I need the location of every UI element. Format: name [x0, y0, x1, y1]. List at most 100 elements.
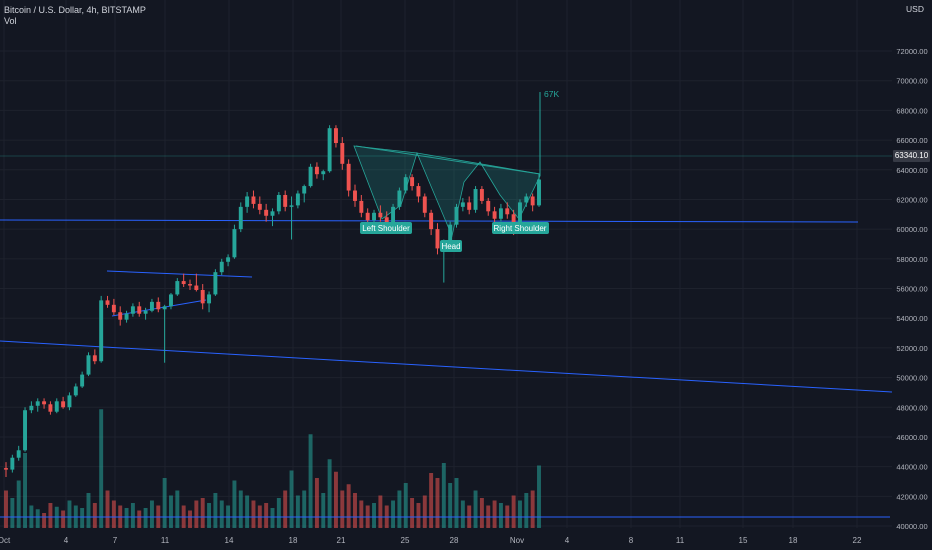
volume-bar [359, 500, 364, 528]
price-axis: 72000.00 70000.00 68000.00 66000.00 64000.00… [896, 47, 927, 531]
volume-bar [378, 495, 383, 528]
candle-body [48, 404, 53, 412]
volume-bar [188, 510, 192, 528]
volume-bar [124, 508, 129, 528]
candle-body [283, 194, 288, 207]
candle-body [270, 211, 275, 216]
candle-body [308, 166, 313, 187]
volume-bar [175, 490, 180, 528]
candle-body [384, 217, 389, 227]
candle-body [61, 401, 66, 408]
volume-bar [42, 513, 47, 528]
candle-body [162, 306, 167, 310]
candle-body [86, 355, 91, 375]
candle-body [378, 212, 383, 218]
price-axis-bg [892, 0, 932, 550]
volume-bar [276, 498, 281, 528]
price-tick: 48000.00 [896, 403, 927, 412]
candle-body [156, 301, 161, 310]
last-price-badge[interactable]: 63340.10 [893, 150, 930, 162]
candle-body [207, 294, 212, 304]
time-tick: 7 [113, 536, 118, 545]
volume-bar [429, 473, 434, 528]
price-tick: 70000.00 [896, 77, 927, 86]
candle-body [105, 300, 110, 305]
volume-bar [143, 508, 148, 528]
candle-body [130, 306, 135, 314]
candle-body [486, 200, 491, 212]
candle-body [137, 306, 142, 314]
time-tick: Nov [510, 536, 524, 545]
price-tick: 62000.00 [896, 195, 927, 204]
candle-body [99, 300, 104, 362]
candles [4, 125, 541, 478]
candle-body [295, 193, 300, 206]
candle-body [537, 179, 541, 206]
price-tick: 58000.00 [896, 255, 927, 264]
price-tick: 44000.00 [896, 463, 927, 472]
candle-body [454, 206, 459, 225]
volume-bar [137, 510, 142, 528]
candle-body [264, 209, 269, 216]
volume-bar [232, 480, 237, 528]
support-line[interactable] [0, 219, 859, 223]
candle-body [498, 208, 503, 219]
candle-body [276, 194, 281, 212]
volume-bar [517, 500, 522, 528]
volume-bar [99, 409, 104, 528]
candle-body [372, 212, 376, 221]
volume-bar [391, 500, 396, 528]
candle-body [73, 386, 78, 396]
candle-body [111, 304, 116, 313]
candle-body [289, 205, 294, 207]
volume-bar [80, 508, 85, 528]
candle-body [479, 189, 484, 201]
candle-body [245, 196, 250, 207]
volume-bar [353, 493, 357, 528]
pattern-upper-line[interactable] [106, 270, 253, 278]
candle-body [54, 401, 59, 412]
volume-bar [149, 500, 154, 528]
price-tick: 42000.00 [896, 492, 927, 501]
candle-body [346, 163, 351, 191]
candle-body [403, 177, 408, 191]
time-tick: 4 [64, 536, 69, 545]
candle-body [232, 229, 237, 258]
volume-bar [48, 503, 53, 528]
head-label: Head [441, 242, 460, 251]
price-tick: 50000.00 [896, 374, 927, 383]
time-tick: 15 [739, 536, 748, 545]
volume-bar [321, 493, 326, 528]
volume-bar [479, 498, 484, 528]
volume-bar [270, 508, 275, 528]
price-tick: 60000.00 [896, 225, 927, 234]
candle-body [359, 200, 364, 213]
neckline[interactable] [355, 145, 541, 175]
volume-bar [435, 478, 440, 528]
volume-bar [23, 453, 28, 528]
volume-bar [333, 471, 338, 528]
volume-bar [454, 478, 459, 528]
candle-body [188, 284, 192, 286]
volume-bar [4, 490, 8, 528]
price-tick: 66000.00 [896, 136, 927, 145]
descending-channel-line[interactable] [0, 340, 893, 393]
candle-body [80, 374, 85, 387]
candle-body [257, 203, 262, 210]
candle-body [67, 395, 72, 408]
volume-bar [92, 503, 97, 528]
candle-body [511, 214, 516, 228]
candle-body [321, 171, 326, 175]
price-tick: 56000.00 [896, 285, 927, 294]
volume-bar [511, 495, 516, 528]
grid [0, 0, 892, 528]
candle-body [175, 281, 180, 295]
candle-body [397, 190, 402, 207]
volume-indicator-label: Vol [4, 16, 17, 26]
volume-bar [473, 490, 478, 528]
right-shoulder-tag [492, 222, 549, 234]
volume-bar [213, 493, 218, 528]
volume-bar [302, 490, 307, 528]
time-tick: 18 [289, 536, 298, 545]
